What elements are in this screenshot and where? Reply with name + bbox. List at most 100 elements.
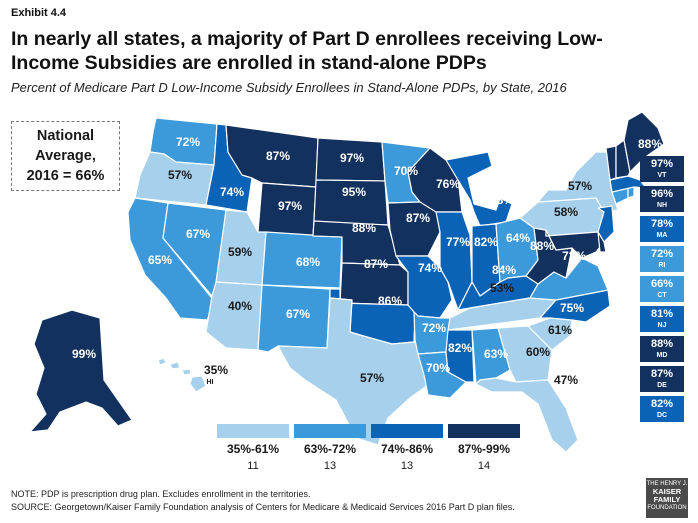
national-average-line1: National xyxy=(36,128,95,144)
side-state-pct: 78% xyxy=(650,218,674,230)
state-HI xyxy=(157,357,207,393)
side-state-dc: 82% DC xyxy=(640,396,684,422)
side-state-abbr: MA xyxy=(656,232,668,239)
subtitle: Percent of Medicare Part D Low-Income Su… xyxy=(11,80,567,95)
legend-count-2: 13 xyxy=(323,460,337,472)
side-state-pct: 96% xyxy=(650,188,674,200)
label-ga: 60% xyxy=(526,345,550,359)
legend-label-1: 35%-61% xyxy=(226,442,280,456)
label-nm: 67% xyxy=(286,307,310,321)
state-NH xyxy=(615,139,631,179)
side-state-nh: 96% NH xyxy=(640,186,684,212)
label-ut: 59% xyxy=(228,245,252,259)
side-state-pct: 72% xyxy=(650,248,674,260)
label-fl: 47% xyxy=(554,373,578,387)
map-labels: 72% 57% 74% 87% 97% 97% 95% 88% 87% 86% 57% 65% 67% 5… xyxy=(72,135,662,387)
label-wa: 72% xyxy=(176,135,200,149)
state-AZ xyxy=(205,281,263,351)
exhibit-label: Exhibit 4.4 xyxy=(11,7,67,19)
national-average-line2: Average, xyxy=(35,148,96,164)
label-tn: 53% xyxy=(490,281,514,295)
national-average-line3: 2016 = 66% xyxy=(26,168,105,184)
legend-count-3: 13 xyxy=(400,460,414,472)
legend-label-3: 74%-86% xyxy=(380,442,434,456)
label-ak: 99% xyxy=(72,347,96,361)
label-wv: 88% xyxy=(530,239,554,253)
legend-count-4: 14 xyxy=(477,460,491,472)
label-ar: 72% xyxy=(422,321,446,335)
side-state-de: 87% DE xyxy=(640,366,684,392)
label-va: 72% xyxy=(562,249,586,263)
side-state-abbr: NH xyxy=(656,202,668,209)
label-mo: 74% xyxy=(418,261,442,275)
label-id: 74% xyxy=(220,185,244,199)
label-wy: 97% xyxy=(278,199,302,213)
label-az: 40% xyxy=(228,299,252,313)
side-state-pct: 87% xyxy=(650,368,674,380)
title-line-2: Income Subsidies are enrolled in stand-a… xyxy=(11,52,487,74)
side-state-abbr: RI xyxy=(658,262,666,269)
side-state-ri: 72% RI xyxy=(640,246,684,272)
side-state-pct: 81% xyxy=(650,308,674,320)
side-state-abbr: DC xyxy=(656,412,668,419)
page-title: In nearly all states, a majority of Part… xyxy=(11,27,686,75)
state-MI xyxy=(445,151,513,227)
label-hi-abbr: HI xyxy=(207,379,214,386)
label-nv: 67% xyxy=(186,227,210,241)
state-ME xyxy=(623,111,665,173)
label-sc: 61% xyxy=(548,323,572,337)
label-mn: 70% xyxy=(394,164,418,178)
side-state-ma: 78% MA xyxy=(640,216,684,242)
label-ky: 84% xyxy=(492,263,516,277)
label-ks: 87% xyxy=(364,257,388,271)
label-or: 57% xyxy=(168,168,192,182)
side-state-pct: 97% xyxy=(650,158,674,170)
legend-label-2: 63%-72% xyxy=(303,442,357,456)
label-mt: 87% xyxy=(266,149,290,163)
title-line-1: In nearly all states, a majority of Part… xyxy=(11,28,603,50)
label-ms: 82% xyxy=(448,341,472,355)
label-il: 77% xyxy=(446,235,470,249)
state-FL xyxy=(475,377,579,453)
label-oh: 64% xyxy=(506,231,530,245)
note-line: NOTE: PDP is prescription drug plan. Exc… xyxy=(11,489,311,499)
label-pa: 58% xyxy=(554,205,578,219)
side-state-vt: 97% VT xyxy=(640,156,684,182)
label-ia: 87% xyxy=(406,211,430,225)
legend-swatch-2 xyxy=(294,424,366,438)
state-SC xyxy=(527,317,573,351)
side-state-abbr: NJ xyxy=(657,322,667,329)
side-state-pct: 88% xyxy=(650,338,674,350)
label-nc: 75% xyxy=(560,301,584,315)
side-state-pct: 82% xyxy=(650,398,674,410)
legend-swatch-1 xyxy=(217,424,289,438)
label-tx: 57% xyxy=(360,371,384,385)
kff-logo: THE HENRY J. KAISER FAMILY FOUNDATION xyxy=(646,478,688,518)
legend-swatch-3 xyxy=(371,424,443,438)
label-wi: 76% xyxy=(436,177,460,191)
legend-label-4: 87%-99% xyxy=(457,442,511,456)
legend-count-1: 11 xyxy=(247,460,259,472)
label-la: 70% xyxy=(426,361,450,375)
side-state-ct: 66% CT xyxy=(640,276,684,302)
footnote: NOTE: PDP is prescription drug plan. Exc… xyxy=(11,488,515,514)
label-me: 88% xyxy=(638,137,662,151)
label-sd: 95% xyxy=(342,185,366,199)
side-state-md: 88% MD xyxy=(640,336,684,362)
label-mi: 78% xyxy=(490,193,514,207)
side-state-nj: 81% NJ xyxy=(640,306,684,332)
side-state-abbr: MD xyxy=(656,352,668,359)
side-state-abbr: CT xyxy=(657,292,667,299)
label-ok: 86% xyxy=(378,294,402,308)
label-ne: 88% xyxy=(352,221,376,235)
label-al: 63% xyxy=(484,347,508,361)
state-AK xyxy=(29,309,133,433)
legend-swatch-4 xyxy=(448,424,520,438)
label-nd: 97% xyxy=(340,151,364,165)
state-DE xyxy=(597,231,607,253)
source-line: SOURCE: Georgetown/Kaiser Family Foundat… xyxy=(11,502,515,512)
side-state-pct: 66% xyxy=(650,278,674,290)
label-ny: 57% xyxy=(568,179,592,193)
side-state-abbr: DE xyxy=(657,382,667,389)
